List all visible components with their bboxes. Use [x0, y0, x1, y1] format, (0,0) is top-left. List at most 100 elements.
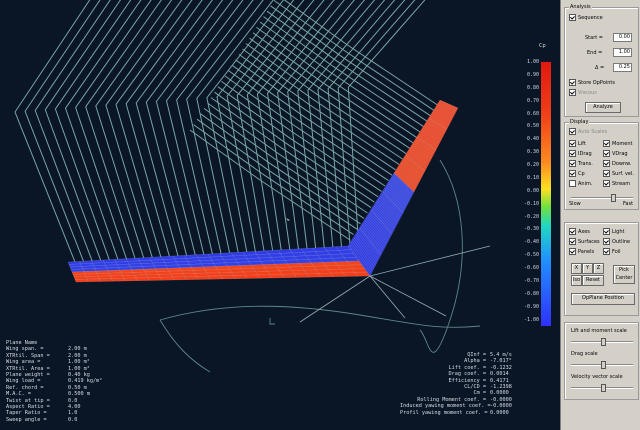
view-iso-button[interactable]: Iso	[571, 275, 582, 286]
info-key: Plane Name	[6, 340, 38, 346]
info-row: QInf = 5.4 m/s	[400, 352, 550, 358]
checkbox-axes[interactable]: Axes	[569, 228, 590, 235]
velocity-scale-slider[interactable]	[571, 384, 633, 392]
checkbox-stream[interactable]: Stream	[603, 180, 630, 187]
checkbox-outline[interactable]: Outline	[603, 238, 630, 245]
streamline	[231, 64, 393, 176]
checkbox-downw-[interactable]: Downw.	[603, 160, 631, 167]
info-value: 0.500 m	[68, 391, 90, 398]
checkbox-moment[interactable]: Moment	[603, 140, 632, 147]
end-label: End =	[587, 50, 603, 56]
wing-panel	[262, 264, 278, 269]
analyze-button[interactable]: Analyze	[585, 102, 621, 113]
colorbar-tick-label: -0.70	[523, 277, 539, 284]
colorbar-tick-label: -0.50	[523, 252, 539, 259]
info-row: Taper Ratio = 1.0	[6, 410, 128, 416]
streamline	[189, 129, 351, 241]
colorbar-tick-label: 1.00	[526, 59, 539, 65]
checkbox-trans-[interactable]: Trans.	[569, 160, 593, 167]
colorbar-title: Cp	[539, 43, 546, 49]
checkbox-lift[interactable]: Lift	[569, 140, 586, 147]
checkbox-anim-[interactable]: Anim.	[569, 180, 592, 187]
view-reset-button[interactable]: Reset	[582, 275, 604, 286]
streamline	[95, 0, 173, 259]
3d-viewport[interactable]: Cp 1.00 0.90 0.80 0.70 0.60 0.50 0.40 0.30 0.20 0…	[0, 0, 560, 430]
pick-center-button[interactable]: Pick Center	[613, 265, 635, 284]
slider-thumb[interactable]	[601, 361, 606, 369]
checkbox-idrag[interactable]: IDrag	[569, 150, 592, 157]
info-row: Rolling Moment coef. = -0.0000	[400, 397, 550, 403]
view-x-button[interactable]: X	[571, 263, 582, 274]
checkbox-vdrag[interactable]: VDrag	[603, 150, 628, 157]
info-value: 0.4171	[490, 377, 509, 384]
check-icon	[603, 140, 610, 147]
info-key: Alpha =	[464, 358, 486, 365]
wing-panel	[269, 274, 285, 279]
start-input[interactable]: 0.00	[613, 33, 632, 42]
info-key: Cm =	[473, 390, 487, 397]
wing-panel	[445, 107, 459, 130]
info-value: -1.2398	[490, 384, 512, 391]
animation-speed-slider[interactable]	[571, 194, 633, 202]
end-input[interactable]: 1.00	[613, 48, 632, 57]
store-oppoints-checkbox[interactable]: Store OpPoints	[569, 79, 615, 86]
streamline	[165, 0, 244, 256]
streamline	[85, 0, 162, 260]
info-value: -7.017°	[490, 358, 512, 365]
view-y-button[interactable]: Y	[582, 263, 593, 274]
wing-panel	[245, 274, 261, 279]
streamline	[327, 0, 406, 249]
checkbox-panels[interactable]: Panels	[569, 248, 594, 255]
auto-scales-checkbox[interactable]: Auto Scales	[569, 128, 607, 135]
checkbox-cp[interactable]: Cp	[569, 170, 585, 177]
info-value: 2.00 m	[68, 352, 87, 359]
display-group: Display Auto Scales Lift Moment IDrag VDrag…	[564, 119, 639, 210]
wing-panel	[135, 277, 150, 281]
streamline	[14, 0, 91, 263]
wing-panel	[232, 275, 248, 279]
streamline	[155, 0, 234, 256]
opplane-position-button[interactable]: OpPlane Position	[571, 293, 635, 305]
streamline	[64, 0, 142, 260]
info-row: Efficiency = 0.4171	[400, 378, 550, 384]
lift-scale-slider[interactable]	[571, 338, 633, 346]
drag-scale-slider[interactable]	[571, 361, 633, 369]
wing-panel	[255, 271, 271, 276]
checkbox-surfaces[interactable]: Surfaces	[569, 238, 600, 245]
slider-thumb[interactable]	[611, 194, 616, 202]
sequence-checkbox[interactable]: Sequence	[569, 14, 603, 21]
colorbar-labels: 1.00 0.90 0.80 0.70 0.60 0.50 0.40 0.30 0.20 0.10…	[517, 59, 539, 329]
wing-panels	[67, 99, 459, 283]
info-row: CL/CD = -1.2398	[400, 384, 550, 390]
streamline	[193, 124, 354, 236]
info-row: Wing load = 0.419 kg/m²	[6, 378, 128, 384]
info-value: 0.0000	[490, 390, 509, 397]
info-value: 4.00	[68, 404, 81, 411]
checkbox-foil[interactable]: Foil	[603, 248, 621, 255]
viscous-checkbox[interactable]: Viscous	[569, 89, 597, 96]
streamline	[221, 80, 382, 192]
checkbox-surf-vel-[interactable]: Surf. vel.	[603, 170, 634, 177]
streamline	[245, 43, 407, 155]
wing-3d-scene[interactable]	[0, 0, 560, 430]
delta-input[interactable]: 0.25	[613, 63, 632, 72]
wing-panel	[227, 265, 242, 270]
slider-thumb[interactable]	[601, 384, 606, 392]
info-key: Plane weight =	[6, 372, 50, 379]
wing-panel	[241, 268, 256, 273]
colorbar-tick-label: -0.20	[523, 213, 539, 220]
view-z-button[interactable]: Z	[593, 263, 604, 274]
info-row: Plane Name	[6, 340, 128, 346]
info-key: Wing span. =	[6, 346, 44, 353]
streamline	[24, 0, 101, 262]
plane-info-left: Plane Name Wing span. = 2.00 m XTRtil. Span…	[6, 340, 128, 423]
drag-scale-label: Drag scale	[571, 351, 598, 357]
slider-thumb[interactable]	[601, 338, 606, 346]
streamline	[203, 107, 365, 219]
streamline	[224, 75, 386, 187]
checkbox-light[interactable]: Light	[603, 228, 624, 235]
check-icon	[603, 170, 610, 177]
info-row: Wing span. = 2.00 m	[6, 346, 128, 352]
streamline	[200, 113, 361, 225]
streamline	[263, 16, 424, 128]
